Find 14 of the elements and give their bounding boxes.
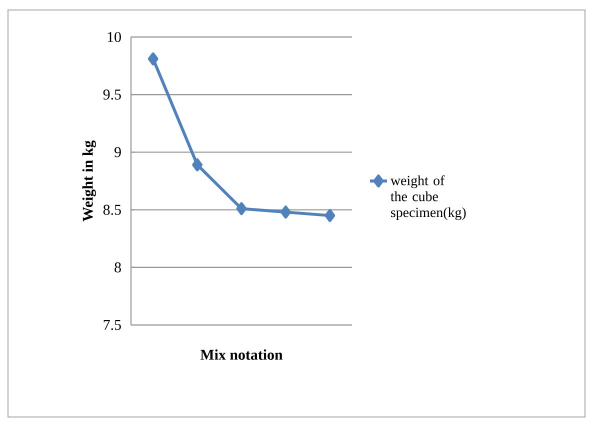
y-tick-label: 8 [114,262,121,272]
point [236,202,247,216]
legend-label: weight of the cube specimen(kg) [390,175,466,220]
y-tick-label: 7.5 [104,320,121,330]
point [148,52,158,66]
y-tick-label: 9.5 [103,90,121,100]
y-tick-label: 8.5 [103,204,121,215]
point [280,206,291,219]
point [192,158,203,172]
y-axis-title: Weight in kg [82,140,96,222]
y-tick-label: 10 [108,32,121,42]
point [324,209,336,222]
x-axis-title: Mix notation [200,349,283,360]
y-tick-label: 9 [114,147,121,158]
